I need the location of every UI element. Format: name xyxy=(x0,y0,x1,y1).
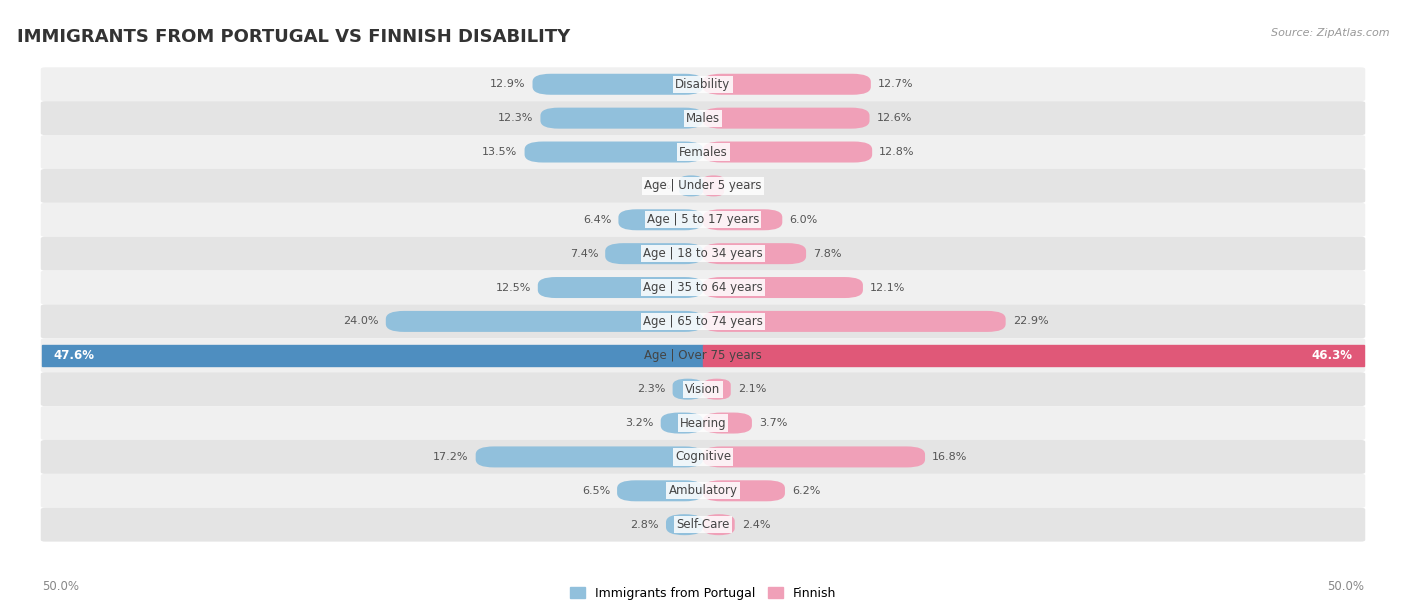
Text: 3.7%: 3.7% xyxy=(759,418,787,428)
Text: 13.5%: 13.5% xyxy=(482,147,517,157)
Text: 12.5%: 12.5% xyxy=(495,283,531,293)
Text: 2.4%: 2.4% xyxy=(742,520,770,529)
FancyBboxPatch shape xyxy=(41,169,1365,203)
Text: 3.2%: 3.2% xyxy=(626,418,654,428)
Text: 2.3%: 2.3% xyxy=(637,384,665,394)
Text: Disability: Disability xyxy=(675,78,731,91)
FancyBboxPatch shape xyxy=(537,277,703,298)
Text: 47.6%: 47.6% xyxy=(53,349,94,362)
Text: Cognitive: Cognitive xyxy=(675,450,731,463)
Text: 22.9%: 22.9% xyxy=(1012,316,1049,326)
Text: 12.1%: 12.1% xyxy=(870,283,905,293)
FancyBboxPatch shape xyxy=(41,305,1365,338)
Text: Males: Males xyxy=(686,111,720,125)
FancyBboxPatch shape xyxy=(41,271,1365,305)
Text: 7.8%: 7.8% xyxy=(813,248,842,259)
Text: 1.8%: 1.8% xyxy=(644,181,672,191)
Text: Age | 18 to 34 years: Age | 18 to 34 years xyxy=(643,247,763,260)
Text: 1.6%: 1.6% xyxy=(731,181,759,191)
Text: 17.2%: 17.2% xyxy=(433,452,468,462)
FancyBboxPatch shape xyxy=(41,474,1365,508)
FancyBboxPatch shape xyxy=(41,338,1365,372)
Text: 12.9%: 12.9% xyxy=(489,80,526,89)
Text: Females: Females xyxy=(679,146,727,159)
Text: Vision: Vision xyxy=(685,382,721,396)
FancyBboxPatch shape xyxy=(703,74,870,95)
FancyBboxPatch shape xyxy=(475,446,703,468)
Text: 2.8%: 2.8% xyxy=(630,520,659,529)
Text: 12.8%: 12.8% xyxy=(879,147,915,157)
Text: 50.0%: 50.0% xyxy=(42,580,79,593)
Text: 6.0%: 6.0% xyxy=(789,215,817,225)
FancyBboxPatch shape xyxy=(703,108,869,129)
FancyBboxPatch shape xyxy=(703,176,724,196)
FancyBboxPatch shape xyxy=(703,514,735,535)
FancyBboxPatch shape xyxy=(540,108,703,129)
Text: 7.4%: 7.4% xyxy=(569,248,598,259)
FancyBboxPatch shape xyxy=(41,203,1365,237)
Text: Age | Over 75 years: Age | Over 75 years xyxy=(644,349,762,362)
FancyBboxPatch shape xyxy=(703,209,782,230)
FancyBboxPatch shape xyxy=(41,135,1365,169)
FancyBboxPatch shape xyxy=(661,412,703,433)
Text: 6.5%: 6.5% xyxy=(582,486,610,496)
Text: 24.0%: 24.0% xyxy=(343,316,378,326)
FancyBboxPatch shape xyxy=(703,379,731,400)
FancyBboxPatch shape xyxy=(679,176,703,196)
Text: Self-Care: Self-Care xyxy=(676,518,730,531)
Text: 6.2%: 6.2% xyxy=(792,486,820,496)
FancyBboxPatch shape xyxy=(666,514,703,535)
Text: 12.7%: 12.7% xyxy=(877,80,914,89)
Bar xyxy=(42,345,703,366)
FancyBboxPatch shape xyxy=(524,141,703,163)
FancyBboxPatch shape xyxy=(703,446,925,468)
Text: 12.3%: 12.3% xyxy=(498,113,533,123)
Text: Ambulatory: Ambulatory xyxy=(668,484,738,498)
Text: 6.4%: 6.4% xyxy=(583,215,612,225)
Text: Age | Under 5 years: Age | Under 5 years xyxy=(644,179,762,192)
FancyBboxPatch shape xyxy=(41,237,1365,271)
Text: Hearing: Hearing xyxy=(679,417,727,430)
Text: Age | 65 to 74 years: Age | 65 to 74 years xyxy=(643,315,763,328)
FancyBboxPatch shape xyxy=(41,67,1365,101)
Text: Source: ZipAtlas.com: Source: ZipAtlas.com xyxy=(1271,28,1389,37)
Text: 12.6%: 12.6% xyxy=(876,113,912,123)
FancyBboxPatch shape xyxy=(41,440,1365,474)
FancyBboxPatch shape xyxy=(703,243,806,264)
FancyBboxPatch shape xyxy=(385,311,703,332)
FancyBboxPatch shape xyxy=(41,101,1365,135)
FancyBboxPatch shape xyxy=(619,209,703,230)
Bar xyxy=(703,345,1364,366)
FancyBboxPatch shape xyxy=(672,379,703,400)
Text: 50.0%: 50.0% xyxy=(1327,580,1364,593)
Text: 16.8%: 16.8% xyxy=(932,452,967,462)
FancyBboxPatch shape xyxy=(703,277,863,298)
Legend: Immigrants from Portugal, Finnish: Immigrants from Portugal, Finnish xyxy=(569,587,837,600)
Text: 2.1%: 2.1% xyxy=(738,384,766,394)
FancyBboxPatch shape xyxy=(703,141,872,163)
Text: 46.3%: 46.3% xyxy=(1312,349,1353,362)
FancyBboxPatch shape xyxy=(41,406,1365,440)
Text: IMMIGRANTS FROM PORTUGAL VS FINNISH DISABILITY: IMMIGRANTS FROM PORTUGAL VS FINNISH DISA… xyxy=(17,28,569,45)
FancyBboxPatch shape xyxy=(533,74,703,95)
FancyBboxPatch shape xyxy=(703,480,785,501)
Text: Age | 5 to 17 years: Age | 5 to 17 years xyxy=(647,213,759,226)
FancyBboxPatch shape xyxy=(41,372,1365,406)
Text: Age | 35 to 64 years: Age | 35 to 64 years xyxy=(643,281,763,294)
FancyBboxPatch shape xyxy=(617,480,703,501)
FancyBboxPatch shape xyxy=(703,311,1005,332)
FancyBboxPatch shape xyxy=(41,508,1365,542)
FancyBboxPatch shape xyxy=(703,412,752,433)
FancyBboxPatch shape xyxy=(605,243,703,264)
